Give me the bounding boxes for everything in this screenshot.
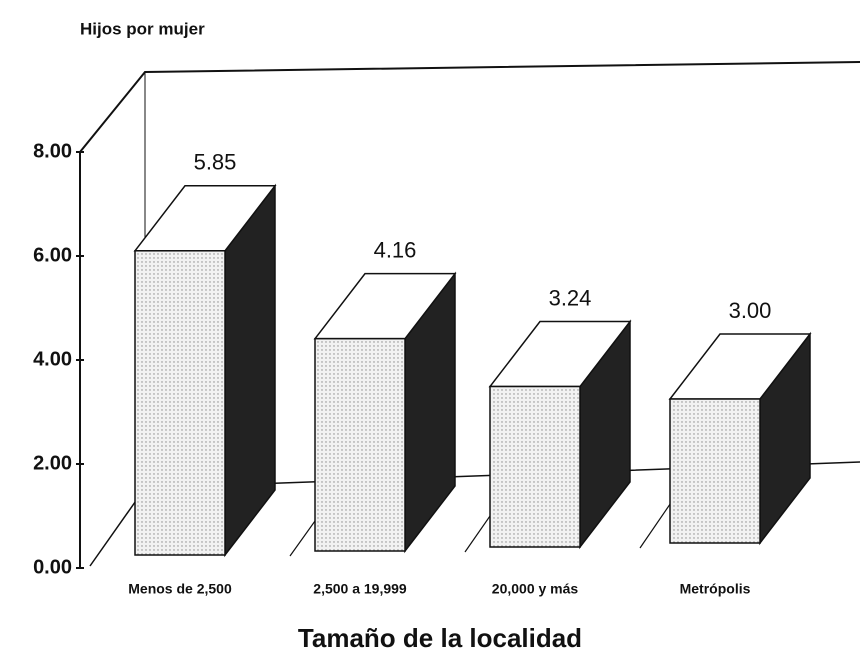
x-axis-label: Tamaño de la localidad <box>298 623 582 653</box>
bar <box>489 385 581 548</box>
y-tick-label: 0.00 <box>33 556 72 578</box>
x-tick-label: 20,000 y más <box>492 581 579 597</box>
y-axis-label: Hijos por mujer <box>80 19 205 38</box>
x-tick-label: Menos de 2,500 <box>128 581 232 597</box>
x-tick-label: Metrópolis <box>680 581 751 597</box>
value-label: 4.16 <box>374 237 417 262</box>
x-tick-label: 2,500 a 19,999 <box>313 581 407 597</box>
bar <box>314 337 406 552</box>
bar <box>669 398 761 544</box>
y-tick-label: 6.00 <box>33 244 72 266</box>
value-label: 3.00 <box>729 298 772 323</box>
y-tick-label: 2.00 <box>33 452 72 474</box>
value-label: 5.85 <box>194 150 237 175</box>
y-tick-label: 4.00 <box>33 348 72 370</box>
value-label: 3.24 <box>549 285 592 310</box>
y-tick-label: 8.00 <box>33 140 72 162</box>
bar <box>134 250 226 556</box>
